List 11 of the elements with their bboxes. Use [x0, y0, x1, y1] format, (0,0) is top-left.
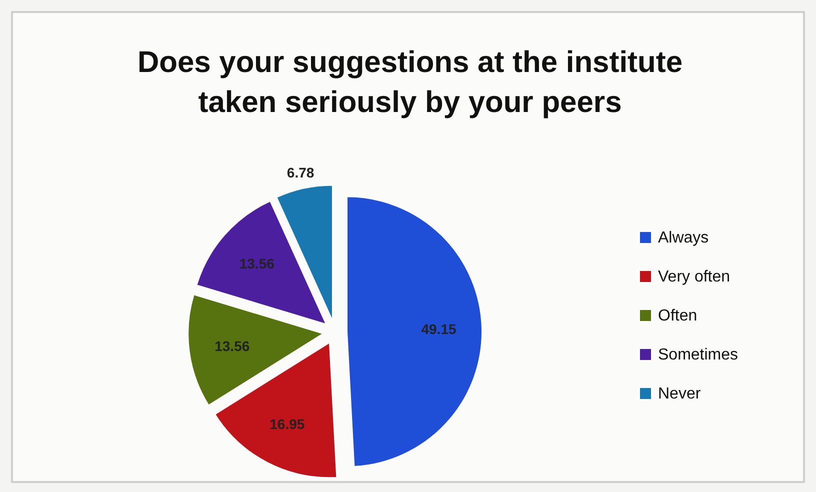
legend-label: Very often: [658, 268, 730, 286]
data-label: 13.56: [239, 256, 275, 272]
data-label: 49.15: [421, 321, 456, 338]
chart-title: Does your suggestions at the institute taken seriously by your peers: [137, 46, 683, 119]
data-label: 16.95: [270, 416, 305, 432]
legend-label: Sometimes: [658, 346, 738, 364]
data-label: 13.56: [214, 338, 250, 354]
legend-label: Often: [658, 308, 698, 324]
legend-label: Always: [658, 230, 709, 246]
data-label: 6.78: [286, 164, 314, 181]
legend-label: Never: [658, 386, 702, 402]
